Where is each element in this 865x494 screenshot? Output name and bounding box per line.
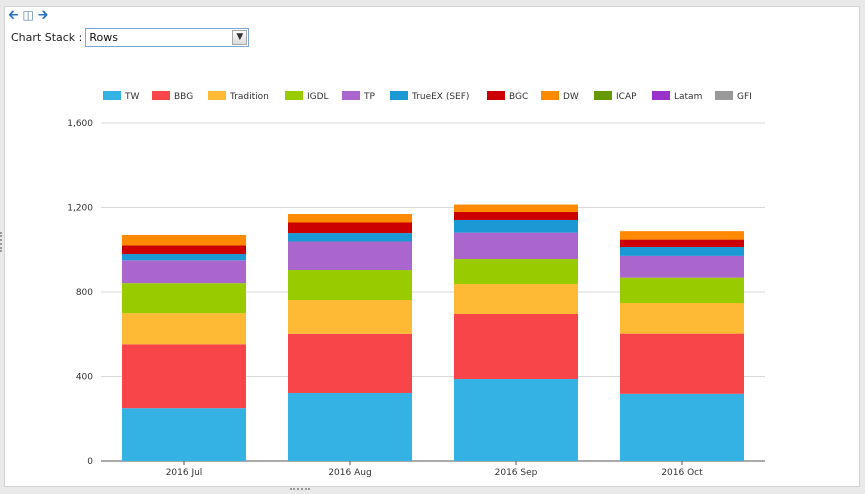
- bar-segment[interactable]: [620, 393, 744, 461]
- bar-segment[interactable]: [122, 283, 246, 314]
- bar-segment[interactable]: [620, 277, 744, 303]
- bar-segment[interactable]: [122, 344, 246, 409]
- y-tick-label: 800: [76, 288, 93, 298]
- legend-swatch: [487, 91, 505, 100]
- y-axis-ticks: 0 400 800 1,200 1,600: [67, 119, 93, 467]
- legend-label[interactable]: ICAP: [616, 92, 637, 102]
- legend-swatch: [594, 91, 612, 100]
- bottom-resize-handle[interactable]: [290, 488, 310, 492]
- bar-segment[interactable]: [122, 253, 246, 261]
- bar-segment[interactable]: [122, 260, 246, 284]
- x-tick-label: 2016 Oct: [661, 468, 703, 478]
- legend-swatch: [103, 91, 121, 100]
- bar-segment[interactable]: [288, 300, 412, 334]
- bar-segment[interactable]: [454, 232, 578, 260]
- legend-swatch: [541, 91, 559, 100]
- chart-stack-control: Chart Stack : Rows ▼: [11, 28, 250, 47]
- bar-segment[interactable]: [288, 270, 412, 301]
- x-tick-label: 2016 Sep: [495, 468, 538, 478]
- x-axis-ticks: 2016 Jul 2016 Aug 2016 Sep 2016 Oct: [166, 461, 703, 478]
- bar-segment[interactable]: [454, 219, 578, 233]
- bar-segment[interactable]: [620, 231, 744, 240]
- bar-segment[interactable]: [288, 233, 412, 242]
- bar-segment[interactable]: [620, 239, 744, 248]
- legend-label[interactable]: GFI: [737, 92, 752, 102]
- left-resize-handle[interactable]: [0, 232, 4, 252]
- arrow-right-icon[interactable]: 🡲: [37, 8, 49, 23]
- arrow-left-icon[interactable]: 🡰: [8, 8, 19, 23]
- legend-label[interactable]: IGDL: [307, 92, 329, 102]
- legend-swatch: [652, 91, 670, 100]
- bar-segment[interactable]: [454, 211, 578, 220]
- bar-segment[interactable]: [454, 313, 578, 380]
- y-tick-label: 1,600: [67, 119, 93, 129]
- bar-segment[interactable]: [288, 241, 412, 271]
- legend-label[interactable]: BGC: [509, 92, 528, 102]
- legend-label[interactable]: Latam: [674, 92, 702, 102]
- legend-label[interactable]: TW: [124, 92, 139, 102]
- y-tick-label: 0: [87, 457, 93, 467]
- nav-controls: 🡰 ◫ 🡲: [8, 8, 49, 23]
- bar-segment[interactable]: [122, 245, 246, 254]
- legend-swatch: [342, 91, 360, 100]
- bar-segment[interactable]: [288, 333, 412, 393]
- bar-segment[interactable]: [454, 259, 578, 284]
- chart-stack-value: Rows: [89, 31, 118, 44]
- x-tick-label: 2016 Aug: [328, 468, 371, 478]
- legend-swatch: [152, 91, 170, 100]
- bar-segment[interactable]: [122, 408, 246, 461]
- chart-stack-label: Chart Stack :: [11, 31, 83, 44]
- book-icon[interactable]: ◫: [22, 8, 34, 22]
- bar-segment[interactable]: [454, 379, 578, 461]
- bar-segment[interactable]: [454, 204, 578, 212]
- bar-segment[interactable]: [620, 247, 744, 256]
- bar-segment[interactable]: [288, 222, 412, 234]
- legend-label[interactable]: Tradition: [229, 92, 269, 102]
- chart-stack-select[interactable]: Rows ▼: [85, 28, 250, 47]
- bar-segment[interactable]: [288, 214, 412, 223]
- bar-segment[interactable]: [454, 283, 578, 314]
- y-tick-label: 1,200: [67, 204, 93, 214]
- bar-segment[interactable]: [288, 392, 412, 461]
- legend-label[interactable]: BBG: [174, 92, 193, 102]
- bar-segment[interactable]: [122, 313, 246, 345]
- legend: TW BBG Tradition IGDL TP TrueEX (SEF) BGC DW ICA…: [103, 91, 752, 102]
- x-tick-label: 2016 Jul: [166, 468, 203, 478]
- bar-segment[interactable]: [620, 333, 744, 394]
- legend-label[interactable]: DW: [563, 92, 579, 102]
- legend-swatch: [208, 91, 226, 100]
- bars: [122, 204, 744, 461]
- bar-segment[interactable]: [620, 255, 744, 278]
- y-tick-label: 400: [76, 373, 93, 383]
- legend-label[interactable]: TP: [363, 92, 375, 102]
- bar-segment[interactable]: [122, 234, 246, 246]
- chevron-down-icon[interactable]: ▼: [232, 30, 248, 45]
- bar-segment[interactable]: [620, 302, 744, 334]
- legend-swatch: [715, 91, 733, 100]
- legend-swatch: [285, 91, 303, 100]
- legend-swatch: [390, 91, 408, 100]
- legend-label[interactable]: TrueEX (SEF): [411, 92, 469, 102]
